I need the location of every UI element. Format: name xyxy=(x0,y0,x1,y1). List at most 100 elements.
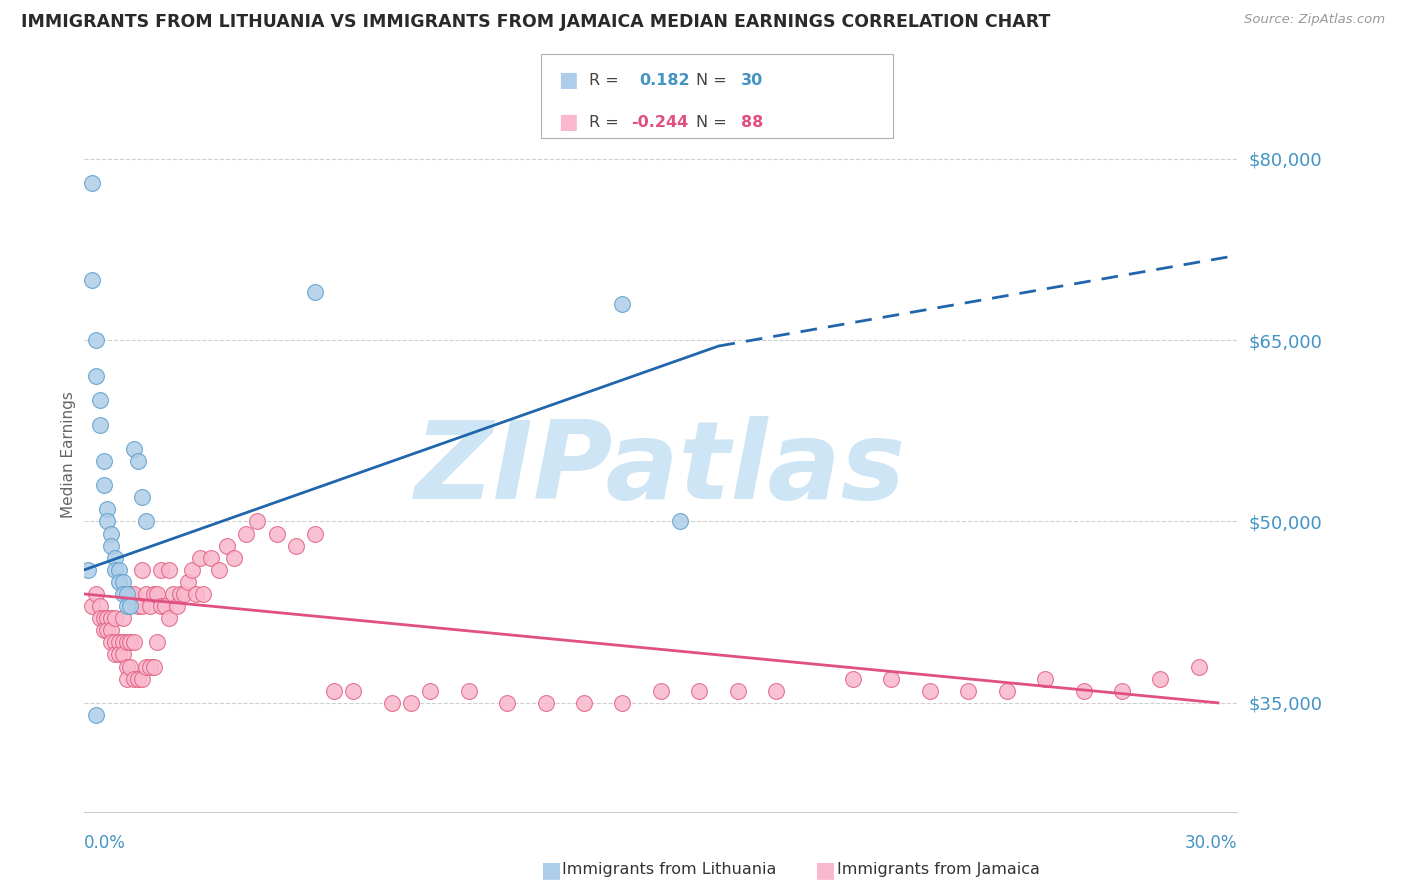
Point xyxy=(496,696,519,710)
Point xyxy=(419,683,441,698)
Point xyxy=(200,550,222,565)
Text: Immigrants from Jamaica: Immigrants from Jamaica xyxy=(837,863,1039,877)
Point xyxy=(650,683,672,698)
Point xyxy=(193,587,215,601)
Point xyxy=(688,683,710,698)
Point xyxy=(89,611,111,625)
Text: ■: ■ xyxy=(815,860,837,880)
Point xyxy=(208,563,231,577)
Point xyxy=(131,563,153,577)
Point xyxy=(918,683,941,698)
Point xyxy=(131,672,153,686)
Point xyxy=(215,539,238,553)
Point xyxy=(181,563,204,577)
Point xyxy=(173,587,195,601)
Point xyxy=(80,176,103,190)
Point xyxy=(323,683,346,698)
Point xyxy=(146,587,169,601)
Point xyxy=(235,526,257,541)
Point xyxy=(127,599,149,613)
Point xyxy=(127,454,149,468)
Point xyxy=(100,635,122,649)
Point xyxy=(111,648,134,662)
Point xyxy=(104,635,127,649)
Text: ZIPatlas: ZIPatlas xyxy=(415,417,907,522)
Point xyxy=(93,611,115,625)
Point xyxy=(104,550,127,565)
Point xyxy=(104,563,127,577)
Point xyxy=(842,672,865,686)
Point xyxy=(80,272,103,286)
Point xyxy=(1073,683,1095,698)
Point xyxy=(127,672,149,686)
Point xyxy=(142,587,165,601)
Point xyxy=(157,611,180,625)
Y-axis label: Median Earnings: Median Earnings xyxy=(60,392,76,518)
Point xyxy=(115,587,138,601)
Point xyxy=(108,574,131,589)
Text: 0.182: 0.182 xyxy=(640,73,690,87)
Point xyxy=(157,563,180,577)
Point xyxy=(84,587,107,601)
Point xyxy=(142,659,165,673)
Point xyxy=(111,635,134,649)
Point xyxy=(224,550,246,565)
Point xyxy=(115,672,138,686)
Point xyxy=(124,635,146,649)
Point xyxy=(995,683,1018,698)
Point xyxy=(342,683,364,698)
Point xyxy=(89,599,111,613)
Text: -0.244: -0.244 xyxy=(631,115,689,129)
Point xyxy=(572,696,595,710)
Point xyxy=(138,599,160,613)
Text: N =: N = xyxy=(696,73,727,87)
Text: ■: ■ xyxy=(558,70,578,90)
Point xyxy=(399,696,422,710)
Point xyxy=(77,563,100,577)
Point xyxy=(612,696,634,710)
Text: 30: 30 xyxy=(741,73,763,87)
Point xyxy=(111,611,134,625)
Point xyxy=(1111,683,1133,698)
Point xyxy=(115,599,138,613)
Point xyxy=(304,285,326,299)
Point xyxy=(266,526,288,541)
Point xyxy=(120,635,142,649)
Point xyxy=(284,539,307,553)
Point xyxy=(135,659,157,673)
Point xyxy=(93,454,115,468)
Point xyxy=(957,683,980,698)
Point xyxy=(765,683,787,698)
Point xyxy=(1188,659,1211,673)
Point xyxy=(89,393,111,408)
Text: ■: ■ xyxy=(541,860,562,880)
Point xyxy=(669,515,692,529)
Point xyxy=(108,635,131,649)
Point xyxy=(131,490,153,504)
Point xyxy=(1149,672,1171,686)
Point xyxy=(120,587,142,601)
Text: Immigrants from Lithuania: Immigrants from Lithuania xyxy=(562,863,776,877)
Point xyxy=(153,599,176,613)
Text: 30.0%: 30.0% xyxy=(1185,834,1237,852)
Point xyxy=(96,502,118,516)
Point xyxy=(166,599,188,613)
Point xyxy=(96,611,118,625)
Point xyxy=(93,478,115,492)
Point xyxy=(96,624,118,638)
Point xyxy=(111,587,134,601)
Point xyxy=(84,369,107,384)
Point xyxy=(612,297,634,311)
Point xyxy=(104,611,127,625)
Text: Source: ZipAtlas.com: Source: ZipAtlas.com xyxy=(1244,13,1385,27)
Text: N =: N = xyxy=(696,115,727,129)
Point xyxy=(108,648,131,662)
Point xyxy=(304,526,326,541)
Text: IMMIGRANTS FROM LITHUANIA VS IMMIGRANTS FROM JAMAICA MEDIAN EARNINGS CORRELATION: IMMIGRANTS FROM LITHUANIA VS IMMIGRANTS … xyxy=(21,13,1050,31)
Point xyxy=(96,515,118,529)
Point xyxy=(534,696,557,710)
Point xyxy=(100,526,122,541)
Point xyxy=(138,659,160,673)
Text: 0.0%: 0.0% xyxy=(84,834,127,852)
Point xyxy=(124,587,146,601)
